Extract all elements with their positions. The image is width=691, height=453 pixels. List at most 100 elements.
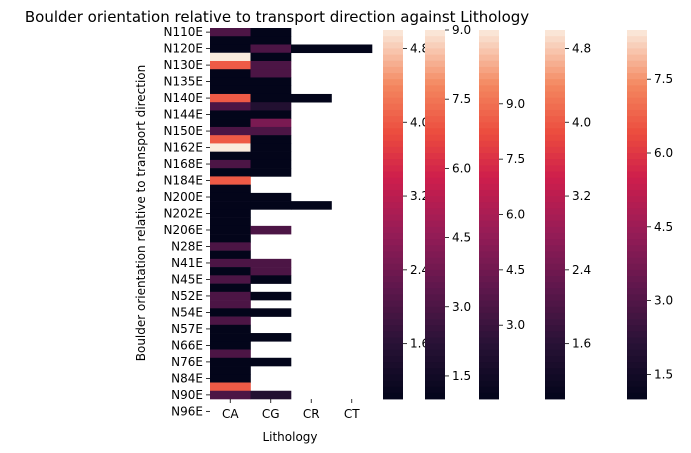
colorbar-tick-label: 4.8 xyxy=(410,41,429,55)
colorbar-segment xyxy=(627,97,647,105)
colorbar-segment xyxy=(545,392,565,400)
heatmap-cell xyxy=(210,349,251,359)
heatmap-cell xyxy=(210,291,251,301)
colorbar-segment xyxy=(425,159,445,166)
colorbar-segment xyxy=(383,386,403,394)
colorbar-tick-label: 7.5 xyxy=(506,152,525,166)
colorbar-segment xyxy=(479,349,499,357)
colorbar-segment xyxy=(425,153,445,160)
heatmap-cell xyxy=(210,126,251,136)
heatmap-cell xyxy=(250,126,292,136)
colorbar-segment xyxy=(479,73,499,80)
colorbar-segment xyxy=(545,183,565,191)
heatmap-cell xyxy=(250,151,292,161)
colorbar-tick-label: 3.2 xyxy=(410,189,429,203)
heatmap-cell xyxy=(210,110,251,119)
colorbar-tick-label: 1.6 xyxy=(410,337,429,351)
colorbar-tick-label: 4.5 xyxy=(452,231,471,245)
y-axis-label: Boulder orientation relative to transpor… xyxy=(134,65,148,362)
colorbar-segment xyxy=(479,177,499,185)
colorbar-segment xyxy=(545,374,565,381)
heatmap-cell xyxy=(210,159,251,169)
colorbar-segment xyxy=(425,306,445,314)
colorbar-segment xyxy=(425,116,445,123)
colorbar-segment xyxy=(627,294,647,301)
heatmap-cell xyxy=(210,151,251,161)
colorbar-tick-label: 3.0 xyxy=(506,318,525,332)
colorbar-segment xyxy=(627,42,647,49)
heatmap-cell xyxy=(210,341,251,350)
colorbar-segment xyxy=(627,202,647,209)
colorbar-segment xyxy=(545,202,565,209)
y-tick-label: N206E xyxy=(164,223,203,237)
colorbar-segment xyxy=(383,331,403,338)
colorbar-segment xyxy=(545,282,565,289)
colorbar-segment xyxy=(383,362,403,369)
colorbar-segment xyxy=(383,153,403,160)
colorbar-segment xyxy=(425,368,445,375)
colorbar-segment xyxy=(383,189,403,197)
heatmap-cell xyxy=(250,333,292,342)
colorbar: 1.6 2.4 3.2 4.0 4.8 xyxy=(545,30,591,400)
heatmap-cell xyxy=(250,102,292,111)
colorbar-segment xyxy=(479,183,499,191)
colorbar-segment xyxy=(627,257,647,265)
colorbar-segment xyxy=(627,300,647,308)
heatmap-cell xyxy=(250,291,292,301)
colorbar-segment xyxy=(545,91,565,99)
colorbar-segment xyxy=(479,362,499,369)
heatmap-cell xyxy=(210,324,251,334)
colorbar-segment xyxy=(627,245,647,252)
colorbar-segment xyxy=(627,48,647,55)
colorbar-tick-label: 1.5 xyxy=(452,369,471,383)
heatmap-cell xyxy=(210,143,251,152)
colorbar-segment xyxy=(425,177,445,185)
colorbar-segment xyxy=(383,196,403,203)
colorbar-segment xyxy=(383,276,403,283)
heatmap-cell xyxy=(250,143,292,152)
colorbar-segment xyxy=(545,97,565,105)
colorbar-segment xyxy=(627,116,647,123)
y-tick-label: N41E xyxy=(171,256,203,270)
colorbar-segment xyxy=(479,319,499,326)
colorbar-segment xyxy=(627,79,647,86)
colorbar-segment xyxy=(425,251,445,258)
colorbar-segment xyxy=(545,325,565,332)
colorbar-segment xyxy=(383,349,403,357)
colorbar-segment xyxy=(425,128,445,135)
colorbar-segment xyxy=(425,60,445,68)
colorbar-segment xyxy=(479,146,499,154)
colorbar-segment xyxy=(479,202,499,209)
heatmap-cell xyxy=(250,118,292,128)
colorbar-segment xyxy=(627,325,647,332)
heatmap-cell xyxy=(210,69,251,78)
colorbar-segment xyxy=(479,103,499,111)
colorbar-segment xyxy=(479,208,499,215)
colorbar-tick-label: 6.0 xyxy=(506,208,525,222)
colorbar-segment xyxy=(425,276,445,283)
heatmap-cell xyxy=(210,275,251,284)
x-tick-label: CT xyxy=(344,407,360,421)
colorbar-segment xyxy=(383,343,403,351)
colorbar-segment xyxy=(545,239,565,246)
colorbar-tick-label: 4.0 xyxy=(572,115,591,129)
colorbar-tick-label: 9.0 xyxy=(506,97,525,111)
heatmap-cell xyxy=(250,390,292,400)
colorbar-tick-label: 3.2 xyxy=(572,189,591,203)
heatmap-cell xyxy=(210,135,251,144)
heatmap-cell xyxy=(210,382,251,392)
colorbar-segment xyxy=(545,220,565,228)
colorbar-segment xyxy=(545,294,565,301)
y-tick-label: N28E xyxy=(171,239,203,253)
colorbar-segment xyxy=(545,355,565,363)
y-tick-label: N84E xyxy=(171,371,203,385)
colorbar-segment xyxy=(425,226,445,234)
colorbar-segment xyxy=(425,374,445,381)
colorbar-segment xyxy=(479,91,499,99)
y-tick-label: N200E xyxy=(164,190,203,204)
colorbar-tick-label: 9.0 xyxy=(452,23,471,37)
colorbar-segment xyxy=(479,159,499,166)
y-tick-label: N54E xyxy=(171,305,203,319)
colorbar-segment xyxy=(479,60,499,68)
colorbar-segment xyxy=(627,103,647,111)
